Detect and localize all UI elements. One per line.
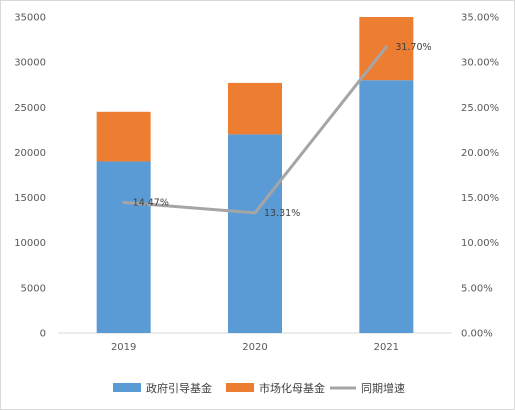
legend-item: 市场化母基金 xyxy=(226,381,325,395)
y-tick-label: 30000 xyxy=(14,58,46,69)
legend: 政府引导基金 市场化母基金 同期增速 xyxy=(113,381,405,395)
bar-government-2020 xyxy=(228,134,282,333)
y-tick-label: 5000 xyxy=(21,283,46,294)
legend-item: 政府引导基金 xyxy=(113,381,212,395)
y-tick-label: 20000 xyxy=(14,148,46,159)
bar-market-2020 xyxy=(228,82,282,135)
legend-label: 市场化母基金 xyxy=(259,381,325,395)
y-tick-label: 35000 xyxy=(14,13,46,24)
x-axis-ticks: 2019 2020 2021 xyxy=(111,342,399,353)
y2-tick-label: 20.00% xyxy=(461,148,499,159)
growth-point xyxy=(384,45,388,49)
growth-data-label: 13.31% xyxy=(264,208,300,219)
x-tick-label: 2021 xyxy=(374,342,399,353)
y-axis-left-ticks: 0 5000 10000 15000 20000 25000 30000 35000 xyxy=(14,13,46,340)
y-tick-label: 15000 xyxy=(14,193,46,204)
growth-data-label: 31.70% xyxy=(395,42,431,53)
y2-tick-label: 25.00% xyxy=(461,103,499,114)
growth-point xyxy=(122,200,126,204)
y-tick-label: 10000 xyxy=(14,238,46,249)
y-tick-label: 0 xyxy=(40,329,46,340)
line-series xyxy=(122,45,388,215)
bar-market-2019 xyxy=(96,111,151,162)
y2-tick-label: 0.00% xyxy=(461,329,493,340)
y-axis-right-ticks: 0.00% 5.00% 10.00% 15.00% 20.00% 25.00% 30.00%… xyxy=(461,13,499,340)
growth-data-label: 14.47% xyxy=(133,197,169,208)
data-labels: 14.47% 13.31% 31.70% xyxy=(133,42,432,219)
legend-label: 同期增速 xyxy=(361,381,405,395)
bar-government-2021 xyxy=(359,80,414,333)
growth-point xyxy=(253,211,257,215)
y-tick-label: 25000 xyxy=(14,103,46,114)
x-tick-label: 2019 xyxy=(111,342,136,353)
legend-item: 同期增速 xyxy=(330,381,405,395)
y2-tick-label: 10.00% xyxy=(461,238,499,249)
y2-tick-label: 15.00% xyxy=(461,193,499,204)
y2-tick-label: 35.00% xyxy=(461,13,499,24)
y2-tick-label: 30.00% xyxy=(461,58,499,69)
y2-tick-label: 5.00% xyxy=(461,283,493,294)
legend-label: 政府引导基金 xyxy=(146,381,212,395)
bars xyxy=(96,17,414,333)
x-tick-label: 2020 xyxy=(242,342,267,353)
legend-swatch xyxy=(226,383,254,392)
legend-swatch xyxy=(113,383,141,392)
bar-government-2019 xyxy=(96,161,151,333)
